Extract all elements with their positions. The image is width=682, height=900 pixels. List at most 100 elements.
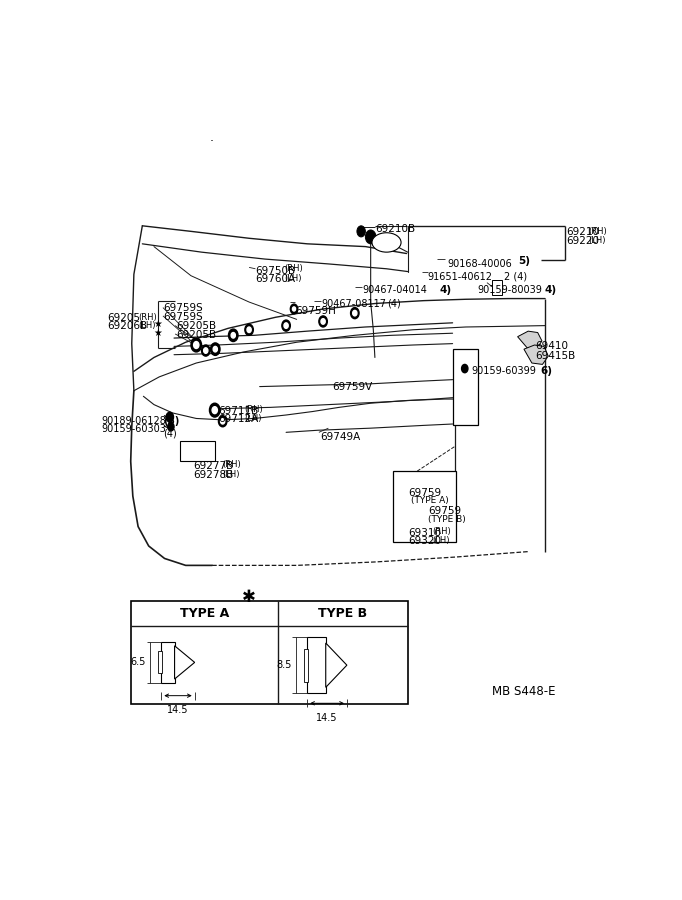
Circle shape [462, 364, 468, 373]
Text: 69759H: 69759H [295, 305, 336, 316]
Text: TYPE B: TYPE B [318, 608, 368, 620]
Circle shape [218, 416, 227, 427]
Text: ✱: ✱ [242, 589, 256, 607]
Text: (LH): (LH) [432, 536, 449, 545]
Text: 91651-40612: 91651-40612 [428, 272, 493, 282]
Circle shape [293, 307, 295, 311]
Text: (LH): (LH) [589, 236, 606, 245]
Circle shape [357, 226, 366, 237]
Circle shape [366, 230, 376, 244]
Text: (TYPE A): (TYPE A) [411, 496, 449, 505]
Text: 4): 4) [544, 285, 556, 295]
Circle shape [228, 329, 238, 341]
Text: 69759S: 69759S [164, 303, 203, 313]
Text: 69750B: 69750B [256, 266, 295, 276]
Circle shape [291, 304, 298, 314]
Circle shape [209, 403, 220, 417]
Text: 69760A: 69760A [256, 274, 295, 284]
Bar [180, 441, 215, 462]
Bar [158, 652, 162, 673]
Text: (RH): (RH) [244, 405, 263, 414]
Bar [492, 280, 502, 295]
Text: 69206B: 69206B [108, 321, 147, 331]
Circle shape [247, 327, 251, 332]
Text: 69205: 69205 [108, 313, 140, 323]
Text: (RH): (RH) [432, 526, 451, 536]
Text: (LH): (LH) [138, 321, 155, 330]
Text: 2 (4): 2 (4) [504, 272, 527, 282]
Text: 5): 5) [519, 256, 531, 266]
Text: ·: · [210, 135, 214, 148]
Circle shape [212, 407, 218, 414]
Circle shape [231, 332, 235, 338]
Circle shape [319, 316, 327, 327]
Bar [131, 601, 409, 704]
Text: (LH): (LH) [244, 414, 261, 423]
Text: 69759: 69759 [409, 488, 442, 498]
Text: 90467-04014: 90467-04014 [362, 285, 427, 295]
Text: 69759V: 69759V [333, 382, 373, 392]
Bar [307, 637, 326, 693]
Circle shape [194, 341, 199, 348]
Circle shape [168, 423, 174, 431]
Text: 69749A: 69749A [320, 432, 360, 442]
Circle shape [211, 343, 220, 356]
Text: 69320: 69320 [409, 536, 442, 546]
Text: TYPE A: TYPE A [179, 608, 228, 620]
Text: 69711B: 69711B [218, 406, 258, 416]
Circle shape [191, 338, 202, 352]
Text: 69278B: 69278B [193, 470, 233, 480]
Text: 69415B: 69415B [535, 351, 576, 361]
Text: (4): (4) [387, 299, 401, 309]
Text: 69205B: 69205B [176, 321, 216, 331]
Circle shape [245, 324, 253, 336]
Ellipse shape [372, 233, 401, 252]
Text: 69712A: 69712A [218, 414, 258, 424]
Bar [393, 471, 456, 542]
Text: ★: ★ [154, 328, 162, 338]
Circle shape [284, 323, 288, 328]
Text: 69759S: 69759S [164, 311, 203, 321]
Circle shape [282, 320, 291, 331]
Text: 4): 4) [439, 285, 451, 295]
Text: 90159-60399: 90159-60399 [471, 365, 536, 376]
Text: 6.5: 6.5 [130, 657, 145, 668]
Bar [162, 642, 175, 683]
Text: (4): (4) [164, 428, 177, 438]
Text: (RH): (RH) [284, 264, 303, 273]
Text: (RH): (RH) [138, 313, 157, 322]
Text: 8.5: 8.5 [276, 661, 291, 670]
Text: 90168-40006: 90168-40006 [447, 259, 512, 269]
Text: (LH): (LH) [223, 470, 240, 479]
Circle shape [351, 308, 359, 319]
Text: 90189-06128: 90189-06128 [101, 416, 166, 426]
Text: 14.5: 14.5 [316, 713, 338, 723]
Text: ★: ★ [154, 320, 162, 329]
Bar [453, 349, 478, 426]
Text: (RH): (RH) [223, 460, 241, 469]
Text: 69277B: 69277B [193, 462, 233, 472]
Text: 14.5: 14.5 [167, 706, 189, 716]
Text: (TYPE B): (TYPE B) [428, 516, 466, 525]
Text: 69205B: 69205B [176, 329, 216, 340]
Text: MB S448-E: MB S448-E [492, 685, 556, 698]
Polygon shape [518, 331, 542, 349]
Text: 90159-60303: 90159-60303 [101, 424, 166, 434]
Circle shape [220, 418, 225, 424]
Polygon shape [326, 643, 347, 688]
Text: 69210B: 69210B [375, 224, 415, 234]
Text: 69410: 69410 [535, 341, 569, 351]
Circle shape [166, 412, 173, 422]
Text: (RH): (RH) [589, 227, 607, 236]
Bar [303, 649, 308, 682]
Text: 69759: 69759 [428, 507, 461, 517]
Circle shape [202, 345, 210, 356]
Text: 69210: 69210 [566, 227, 599, 238]
Text: 69220: 69220 [566, 236, 599, 246]
Polygon shape [524, 345, 548, 364]
Text: 90467-08117: 90467-08117 [321, 299, 386, 309]
Polygon shape [175, 646, 194, 679]
Circle shape [213, 346, 218, 352]
Circle shape [353, 310, 357, 316]
Text: 69310: 69310 [409, 528, 442, 538]
